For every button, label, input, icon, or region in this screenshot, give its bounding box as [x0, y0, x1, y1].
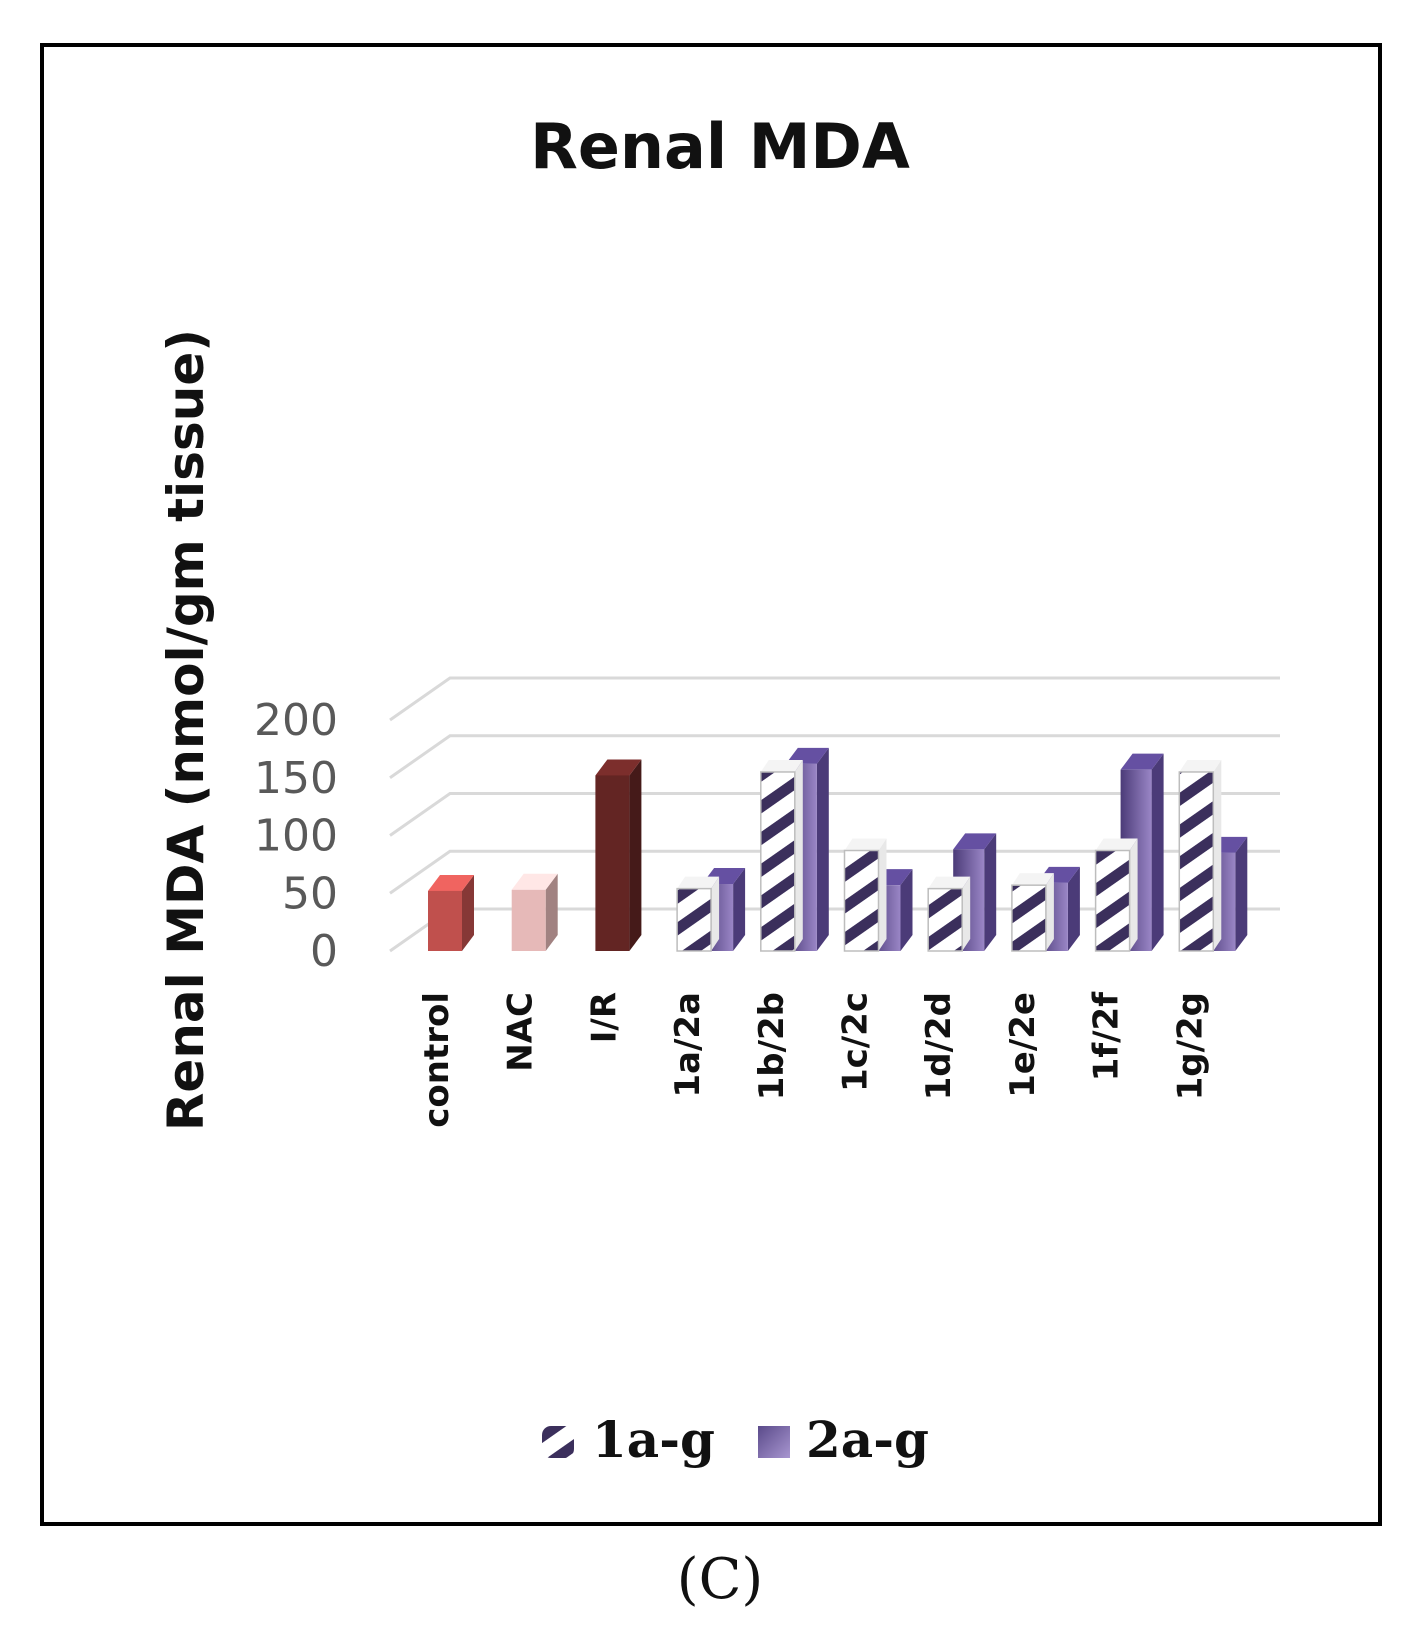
x-category-label: 1g/2g: [1170, 992, 1210, 1100]
bar-1f2f-2-side: [1151, 753, 1164, 951]
bar-ir-side: [629, 759, 642, 951]
gridline: [389, 849, 1280, 895]
gridline: [389, 734, 1280, 779]
bars: [428, 747, 1248, 952]
chart-border: [40, 43, 1382, 1526]
bar-nac-side: [545, 873, 558, 951]
bar-1g2g-1: [1178, 759, 1222, 952]
y-tick-labels: 0 50 100 150 200: [254, 695, 338, 977]
bar-1a2a-1-front: [676, 887, 712, 952]
x-category-label: control: [417, 992, 457, 1128]
bar-1f2f-1-top: [1095, 838, 1138, 851]
bar-control: [428, 874, 474, 951]
bar-control-top: [428, 874, 474, 891]
x-category-label: 1f/2f: [1087, 991, 1127, 1082]
bar-ir-top: [595, 759, 642, 776]
bar-1d2d-1: [927, 876, 971, 952]
bar-1d2d-1-front: [927, 887, 963, 952]
x-category-labels: control NAC I/R 1a/2a 1b/2b 1c/2c 1d/2d 1e/2e 1f…: [417, 991, 1210, 1128]
bar-1b2b-1: [760, 759, 803, 952]
bar-1b2b-1-top: [760, 759, 803, 772]
bar-1e2e-1: [1011, 873, 1054, 952]
bar-1b2b-1-side: [794, 759, 803, 951]
bar-1d2d-1-side: [962, 876, 971, 951]
bar-1f2f-2-top: [1120, 753, 1164, 770]
legend-swatch-2a-g: [758, 1426, 790, 1458]
x-category-label: 1a/2a: [668, 992, 708, 1098]
legend-swatch-1a-g: [542, 1426, 574, 1458]
bar-1g2g-1-side: [1213, 759, 1222, 951]
bar-1g2g-1-top: [1179, 759, 1222, 772]
figure-caption: (C): [677, 1547, 764, 1612]
bar-nac-front: [511, 889, 546, 951]
bar-1c2c-1-side: [878, 838, 887, 951]
x-category-label: 1b/2b: [752, 992, 792, 1100]
gridlines: [389, 676, 1280, 953]
bar-control-side: [462, 874, 474, 951]
y-tick-label: 0: [310, 926, 338, 977]
bar-1b2b-1-front: [760, 771, 796, 952]
chart-title: Renal MDA: [530, 110, 910, 183]
bar-1f2f-1: [1094, 838, 1138, 952]
bar-1e2e-1-top: [1011, 873, 1054, 886]
y-tick-label: 50: [282, 868, 338, 919]
bar-1g2g-1-front: [1178, 771, 1215, 952]
bar-1c2c-1-front: [843, 849, 880, 952]
gridline: [389, 676, 1280, 722]
bar-1f2f-1-side: [1129, 838, 1138, 951]
x-category-label: I/R: [584, 992, 624, 1043]
legend-label-2a-g: 2a-g: [806, 1410, 929, 1469]
bar-1b2b-2-side: [816, 747, 829, 951]
bar-nac-top: [511, 873, 558, 890]
bar-1a2a-2-side: [733, 868, 746, 951]
bar-1c2c-1: [843, 838, 887, 952]
bar-1c2c-2-side: [900, 869, 913, 951]
bar-1g2g-2-side: [1235, 836, 1248, 951]
x-category-label: 1e/2e: [1003, 992, 1043, 1098]
y-tick-label: 150: [254, 753, 338, 804]
bar-1b2b-2-top: [785, 747, 829, 764]
bar-1d2d-2-top: [953, 833, 997, 850]
bar-1f2f-1-front: [1094, 849, 1131, 952]
x-category-label: 1d/2d: [919, 992, 959, 1100]
legend: 1a-g 2a-g: [542, 1410, 929, 1469]
bar-1e2e-2-side: [1067, 866, 1080, 951]
bar-1a2a-1-side: [711, 876, 720, 951]
x-category-label: NAC: [501, 992, 541, 1072]
bar-1e2e-1-front: [1011, 884, 1047, 952]
bar-ir: [595, 759, 642, 951]
bar-1a2a-1-top: [677, 876, 720, 889]
bar-1c2c-1-top: [844, 838, 887, 851]
bar-ir-front: [595, 775, 630, 951]
bar-1d2d-1-top: [928, 876, 971, 889]
y-tick-label: 200: [254, 695, 338, 746]
x-category-label: 1c/2c: [836, 992, 876, 1092]
y-axis-label: Renal MDA (nmol/gm tissue): [157, 329, 215, 1131]
bar-control-front: [428, 890, 462, 951]
bar-1e2e-1-side: [1045, 873, 1054, 951]
bar-1d2d-2-side: [984, 833, 997, 951]
gridline: [389, 792, 1280, 837]
bar-nac: [511, 873, 558, 951]
bar-1a2a-1: [676, 876, 720, 952]
y-tick-label: 100: [254, 811, 338, 862]
legend-label-1a-g: 1a-g: [592, 1410, 715, 1469]
